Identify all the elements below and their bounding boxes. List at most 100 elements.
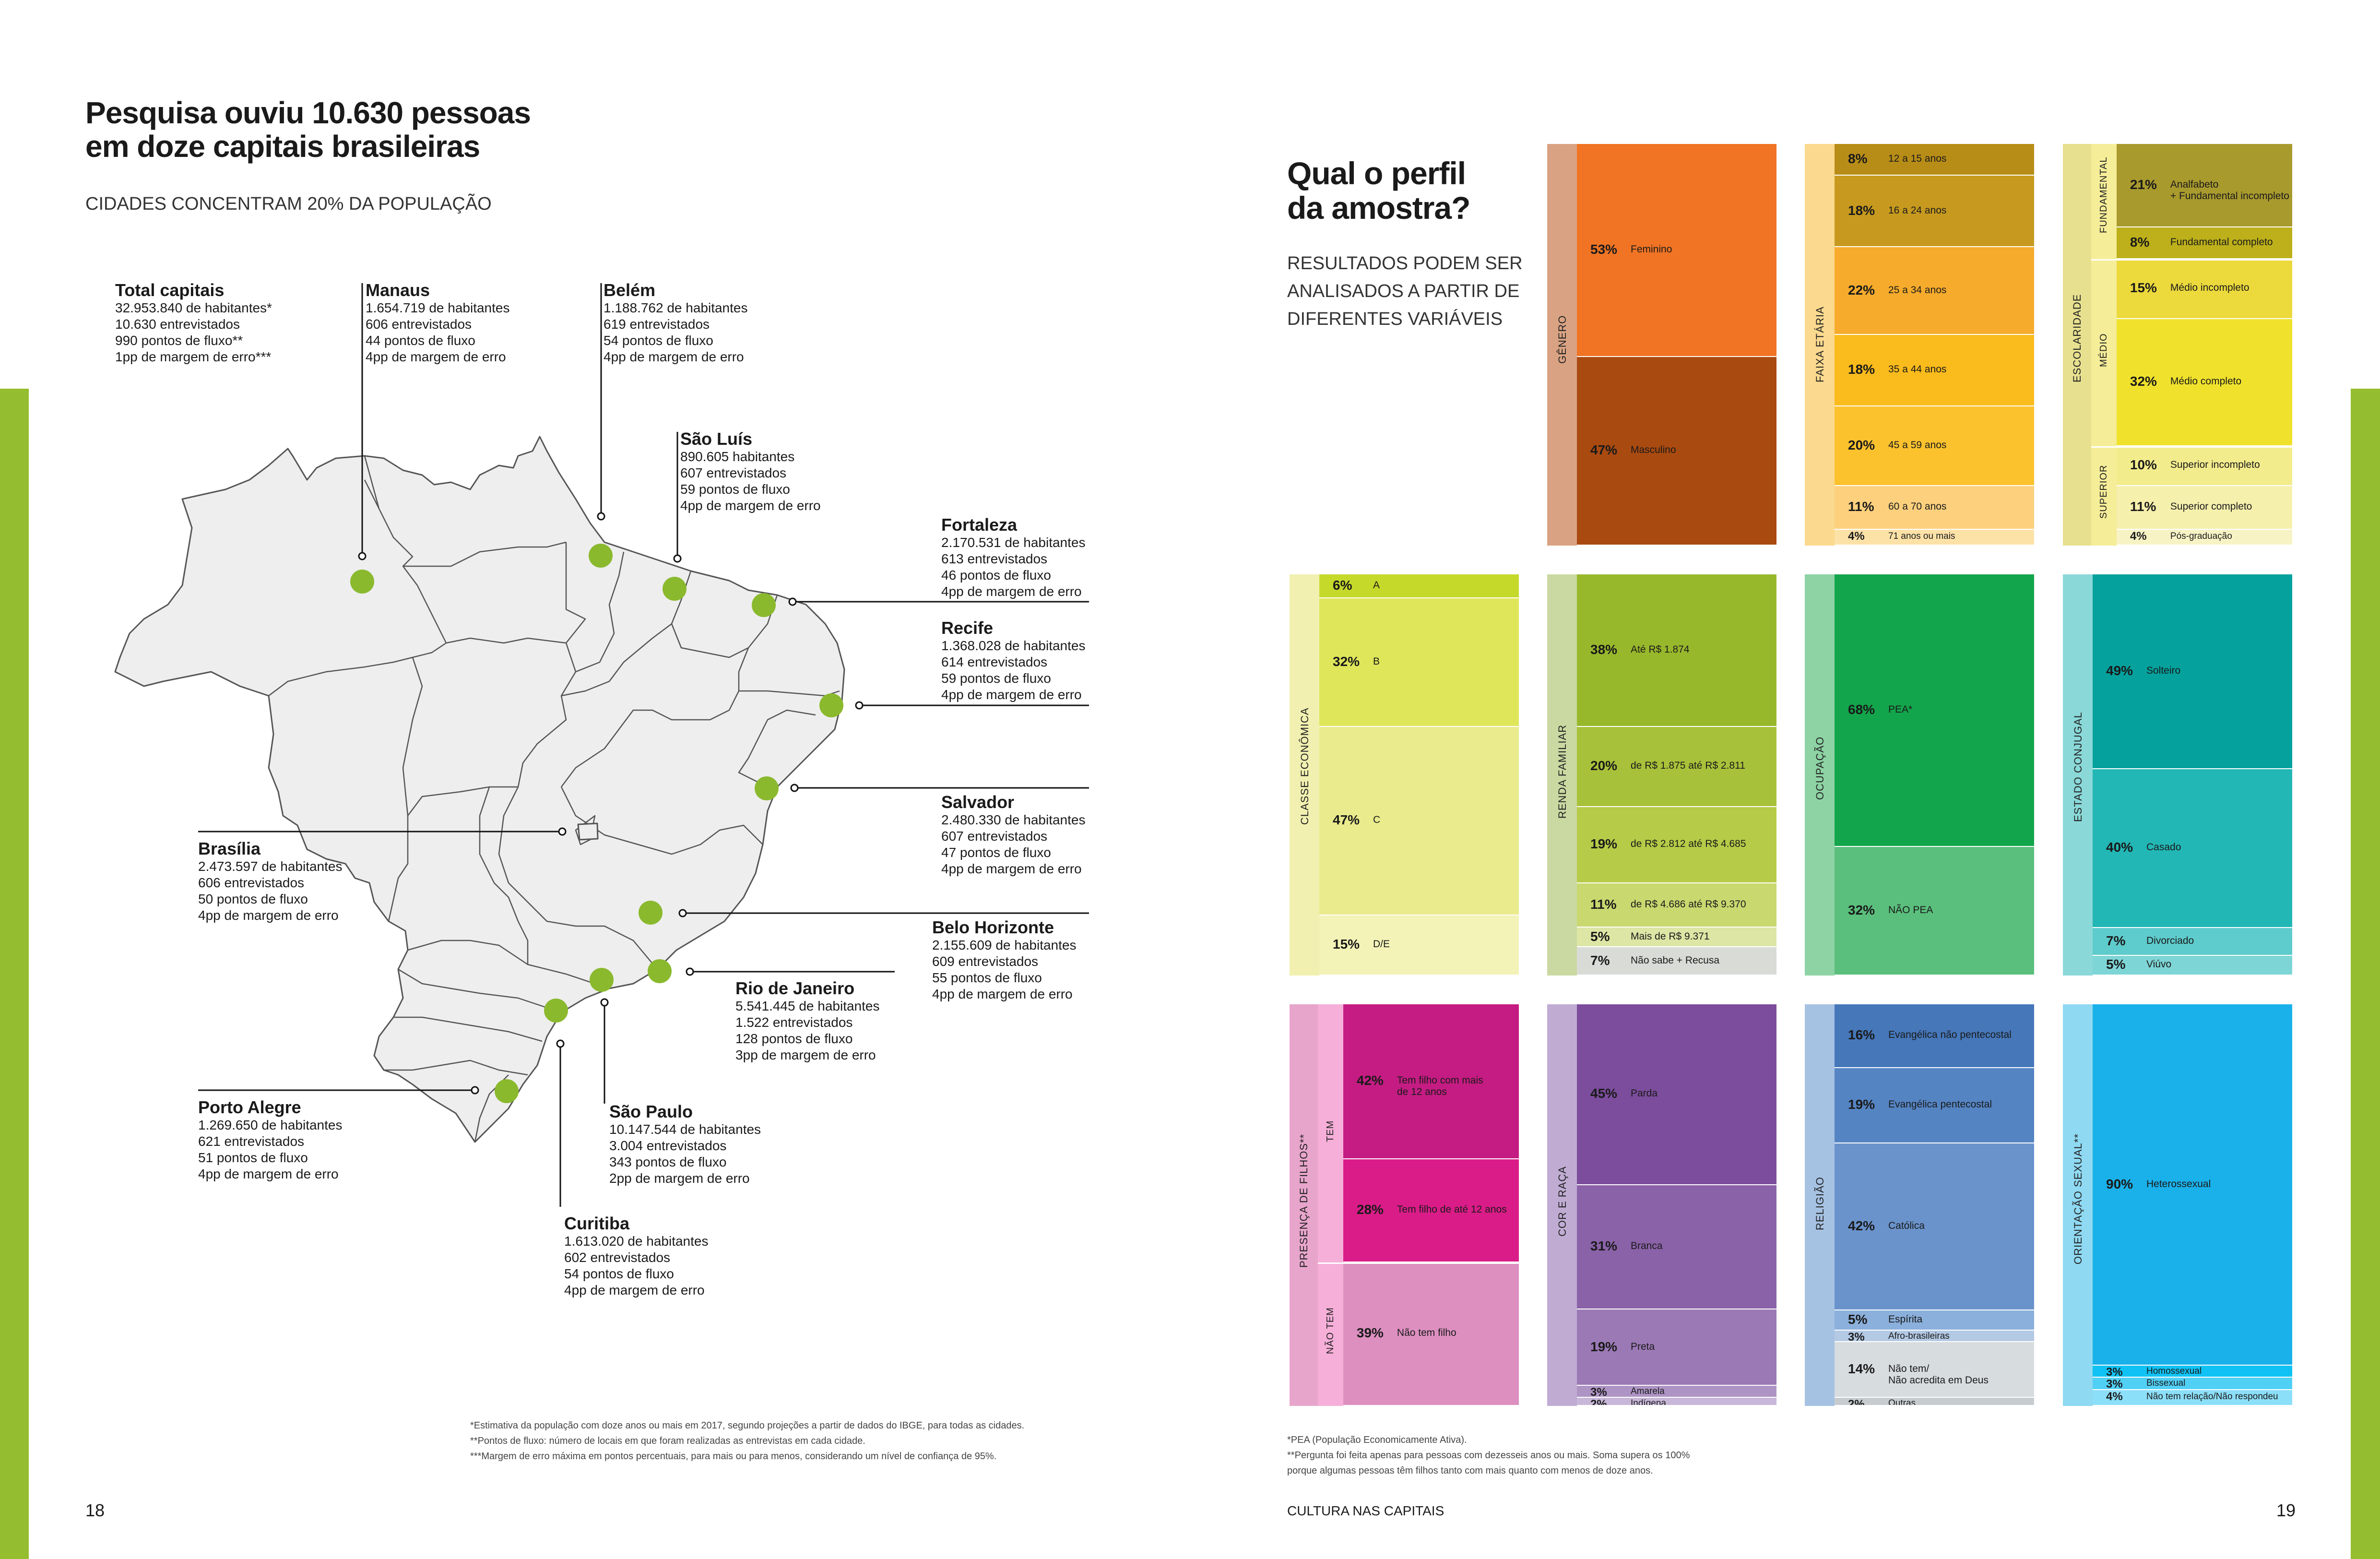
marker-saoluis bbox=[663, 577, 687, 601]
segment-percent: 14% bbox=[1848, 1361, 1875, 1377]
chart-segment: 3% Amarela bbox=[1577, 1386, 1776, 1397]
chart-segment: 39% Não tem filho bbox=[1343, 1262, 1519, 1405]
segment-percent: 7% bbox=[1590, 952, 1610, 968]
chart-segment: 32% Médio completo bbox=[2116, 319, 2292, 445]
segment-percent: 10% bbox=[2130, 457, 2157, 473]
page-number-right: 19 bbox=[2276, 1500, 2296, 1520]
segment-label: A bbox=[1373, 580, 1380, 591]
segment-percent: 16% bbox=[1848, 1027, 1875, 1043]
chart-segment: 20% 45 a 59 anos bbox=[1835, 406, 2034, 485]
chart-segment: 49% Solteiro bbox=[2093, 574, 2292, 768]
page-number-left: 18 bbox=[85, 1500, 105, 1520]
segment-label: Masculino bbox=[1631, 444, 1676, 456]
chart-segment: 42% Tem filho com mais de 12 anos bbox=[1343, 1004, 1519, 1158]
segment-percent: 32% bbox=[1848, 903, 1875, 918]
segment-label: Não tem relação/Não respondeu bbox=[2146, 1392, 2278, 1402]
chart-segment: 31% Branca bbox=[1577, 1185, 1776, 1309]
chart-segment: 8% Fundamental completo bbox=[2116, 227, 2292, 259]
segment-label: Feminino bbox=[1631, 243, 1672, 255]
segment-label: Amarela bbox=[1631, 1386, 1665, 1397]
chart-segment: 19% Evangélica pentecostal bbox=[1835, 1068, 2034, 1143]
segment-percent: 8% bbox=[1848, 151, 1868, 167]
segment-percent: 5% bbox=[1590, 928, 1610, 944]
segment-percent: 47% bbox=[1333, 812, 1360, 828]
chart-segment: 5% Viúvo bbox=[2093, 955, 2292, 975]
segment-percent: 18% bbox=[1848, 362, 1875, 377]
chart-segment: 5% Espírita bbox=[1835, 1310, 2034, 1330]
marker-bh bbox=[639, 901, 663, 925]
segment-label: Analfabeto + Fundamental incompleto bbox=[2170, 179, 2289, 202]
segment-percent: 19% bbox=[1590, 836, 1618, 852]
chart-category-label: OCUPAÇÃO bbox=[1814, 736, 1826, 800]
segment-label: Parda bbox=[1631, 1088, 1658, 1099]
segment-label: Fundamental completo bbox=[2170, 237, 2273, 248]
chart-segment: 42% Católica bbox=[1835, 1143, 2034, 1310]
city-belem: Belém 1.188.762 de habitantes 619 entrevi… bbox=[604, 280, 748, 365]
df-outline bbox=[577, 822, 599, 841]
chart-category-strip bbox=[1805, 1004, 1835, 1406]
chart-segment: 40% Casado bbox=[2093, 769, 2292, 927]
chart-subgroup-strip bbox=[1317, 1004, 1343, 1406]
segment-label: 35 a 44 anos bbox=[1888, 364, 1947, 375]
chart-segment: 18% 35 a 44 anos bbox=[1835, 334, 2034, 405]
subtitle-right: RESULTADOS PODEM SER ANALISADOS A PARTIR… bbox=[1287, 253, 1523, 329]
chart-classe-econ-mica: CLASSE ECONÔMICA 6% A 32% B 47% C 15% D/E bbox=[1290, 574, 1519, 976]
marker-belem bbox=[589, 544, 613, 568]
segment-percent: 47% bbox=[1590, 442, 1618, 458]
chart-segment: 3% Afro-brasileiras bbox=[1835, 1330, 2034, 1342]
chart-segment: 53% Feminino bbox=[1577, 144, 1776, 356]
segment-label: B bbox=[1373, 655, 1380, 667]
marker-curitiba bbox=[544, 999, 568, 1023]
chart-category-label: RELIGIÃO bbox=[1814, 1176, 1826, 1230]
segment-percent: 90% bbox=[2106, 1176, 2133, 1191]
segment-label: Afro-brasileiras bbox=[1888, 1331, 1950, 1341]
segment-label: Superior completo bbox=[2170, 501, 2252, 512]
segment-label: C bbox=[1373, 814, 1381, 826]
chart-faixa-et-ria: FAIXA ETÁRIA 8% 12 a 15 anos 18% 16 a 24 ano… bbox=[1805, 144, 2034, 546]
segment-label: Católica bbox=[1888, 1220, 1925, 1232]
segment-label: Indígena bbox=[1631, 1398, 1666, 1405]
chart-segment: 7% Não sabe + Recusa bbox=[1577, 947, 1776, 975]
marker-manaus bbox=[350, 570, 374, 594]
segment-percent: 3% bbox=[1590, 1386, 1607, 1397]
chart-cor-e-ra-a: COR E RAÇA 45% Parda 31% Branca 19% Preta 3% Ama… bbox=[1547, 1004, 1776, 1406]
marker-rio bbox=[648, 959, 672, 983]
chart-segment: 4% Não tem relação/Não respondeu bbox=[2093, 1390, 2292, 1405]
city-markers bbox=[350, 544, 843, 1103]
chart-category-strip bbox=[1805, 144, 1835, 546]
chart-category-strip bbox=[1547, 574, 1577, 976]
chart-segment: 47% C bbox=[1319, 726, 1519, 915]
chart-segment: 3% Homossexual bbox=[2093, 1366, 2292, 1377]
segment-percent: 3% bbox=[2106, 1378, 2123, 1389]
segment-percent: 5% bbox=[1848, 1311, 1868, 1327]
city-sao-paulo: São Paulo 10.147.544 de habitantes 3.004 … bbox=[609, 1102, 761, 1186]
chart-segment: 7% Divorciado bbox=[2093, 928, 2292, 955]
chart-category-label: ORIENTAÇÃO SEXUAL** bbox=[2072, 1133, 2084, 1264]
city-fortaleza: Fortaleza 2.170.531 de habitantes 613 ent… bbox=[941, 515, 1086, 599]
state-borders bbox=[268, 455, 840, 1142]
segment-percent: 42% bbox=[1356, 1073, 1384, 1088]
chart-segment: 8% 12 a 15 anos bbox=[1835, 144, 2034, 175]
segment-percent: 15% bbox=[1333, 937, 1360, 952]
brazil-map bbox=[114, 283, 1089, 1207]
chart-segment: 15% Médio incompleto bbox=[2116, 259, 2292, 318]
city-saoluis: São Luís 890.605 habitantes 607 entrevist… bbox=[680, 429, 821, 513]
chart-category-label: CLASSE ECONÔMICA bbox=[1299, 707, 1311, 825]
segment-percent: 2% bbox=[1590, 1398, 1607, 1405]
segment-label: 25 a 34 anos bbox=[1888, 284, 1947, 296]
segment-percent: 32% bbox=[1333, 654, 1360, 669]
segment-label: Branca bbox=[1631, 1240, 1663, 1252]
page-title-left: Pesquisa ouviu 10.630 pessoas em doze ca… bbox=[85, 95, 531, 164]
footnotes-left: *Estimativa da população com doze anos o… bbox=[470, 1420, 1025, 1462]
chart-ocupa-o: OCUPAÇÃO 68% PEA* 32% NÃO PEA bbox=[1805, 574, 2034, 976]
city-total: Total capitais 32.953.840 de habitantes*… bbox=[115, 280, 272, 365]
subgroup-divider bbox=[2091, 259, 2292, 261]
chart-category-strip bbox=[1547, 1004, 1577, 1406]
segment-label: NÃO PEA bbox=[1888, 904, 1933, 916]
segment-label: Mais de R$ 9.371 bbox=[1631, 930, 1710, 942]
chart-category-strip bbox=[2063, 144, 2091, 546]
chart-segment: 90% Heterossexual bbox=[2093, 1004, 2292, 1365]
chart-category-label: RENDA FAMILIAR bbox=[1556, 724, 1568, 819]
chart-segment: 11% de R$ 4.686 até R$ 9.370 bbox=[1577, 883, 1776, 927]
segment-percent: 22% bbox=[1848, 282, 1875, 298]
